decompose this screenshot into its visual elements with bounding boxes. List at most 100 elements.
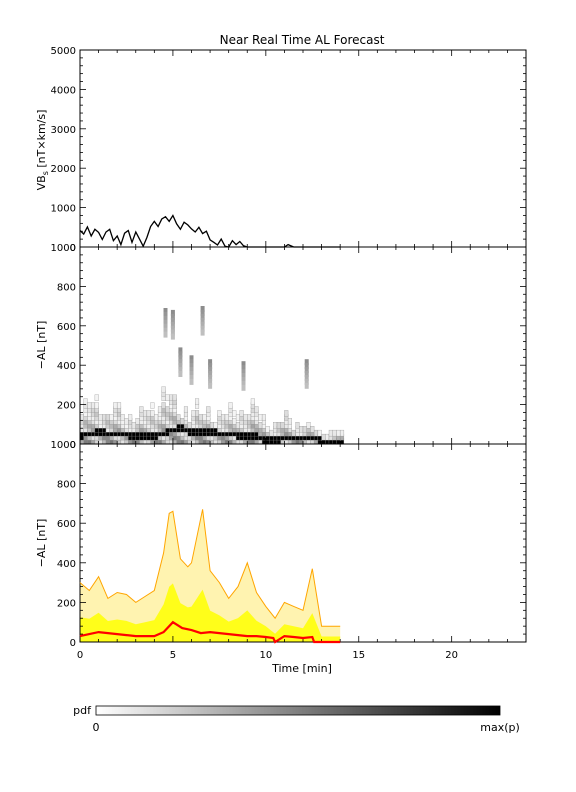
colorbar-max-label: max(p) — [480, 721, 520, 734]
pdf-cell — [83, 398, 88, 405]
pdf-cell — [150, 402, 155, 409]
pdf-spike-cell — [304, 375, 309, 381]
pdf-spike-cell — [200, 309, 205, 316]
y-tick-label: 4000 — [51, 85, 76, 96]
pdf-spike-cell — [189, 355, 194, 362]
pdf-spike-cell — [200, 321, 205, 328]
pdf-spike-cell — [170, 325, 175, 332]
pdf-spike-cell — [208, 363, 213, 370]
pdf-cell — [161, 402, 166, 409]
pdf-spike-cell — [178, 359, 183, 366]
pdf-cell — [94, 394, 99, 401]
panel-al-pdf-heatmap — [79, 306, 345, 445]
pdf-spike-cell — [304, 359, 309, 366]
pdf-spike-cell — [304, 363, 309, 370]
y-tick-label: 200 — [57, 401, 76, 412]
pdf-cell — [131, 422, 136, 429]
pdf-cell — [284, 410, 289, 417]
pdf-spike-cell — [241, 384, 246, 391]
y-tick-label: 1000 — [51, 204, 76, 215]
pdf-cell — [332, 429, 337, 437]
pdf-spike-cell — [304, 371, 309, 377]
y-tick-label: 5000 — [51, 46, 76, 57]
x-tick-label: 0 — [77, 650, 83, 661]
pdf-spike-cell — [178, 371, 183, 377]
pdf-cell — [105, 414, 110, 421]
panel-al-pdf: 0 200 400 600 800 1000 −AL [nT] — [35, 243, 527, 451]
pdf-cell — [317, 429, 322, 437]
y-tick-label: 800 — [57, 480, 76, 491]
pdf-spike-cell — [241, 373, 246, 379]
pdf-cell — [157, 406, 162, 413]
pdf-spike-cell — [163, 315, 168, 322]
pdf-cell — [135, 418, 140, 425]
pdf-cell — [239, 410, 244, 417]
x-tick-label: 5 — [170, 650, 176, 661]
pdf-spike-cell — [163, 331, 168, 338]
pdf-cell — [336, 429, 341, 437]
pdf-spike-cell — [208, 367, 213, 374]
pdf-cell — [169, 394, 174, 401]
pdf-cell — [313, 429, 318, 437]
pdf-cell — [232, 410, 237, 417]
pdf-cell — [209, 422, 214, 429]
pdf-cell — [183, 406, 188, 413]
pdf-spike-cell — [170, 309, 175, 316]
pdf-spike-cell — [163, 319, 168, 326]
pdf-cell — [191, 410, 196, 417]
y-tick-label: 0 — [70, 440, 76, 451]
pdf-spike-cell — [304, 382, 309, 389]
pdf-cell — [102, 414, 107, 421]
pdf-cell — [165, 406, 170, 413]
pdf-cell — [340, 429, 345, 437]
pdf-cell — [243, 414, 248, 421]
y-tick-label: 0 — [70, 243, 76, 254]
panel-vbs-series — [79, 214, 341, 248]
pdf-cell — [287, 418, 292, 425]
pdf-cell — [113, 402, 118, 409]
pdf-cell — [128, 414, 133, 421]
panel-vbs-ylabel-rest: [nT×km/s] — [35, 110, 48, 172]
pdf-cell — [146, 410, 151, 417]
pdf-spike-cell — [170, 321, 175, 328]
y-tick-label: 400 — [57, 361, 76, 372]
pdf-cell — [299, 426, 304, 433]
pdf-spike-cell — [163, 311, 168, 318]
colorbar-min-label: 0 — [93, 721, 100, 734]
y-tick-label: 800 — [57, 282, 76, 293]
pdf-spike-cell — [208, 378, 213, 385]
pdf-spike-cell — [178, 347, 183, 354]
pdf-cell — [195, 410, 200, 417]
pdf-cell — [280, 422, 285, 429]
pdf-spike-cell — [241, 365, 246, 372]
y-tick-label: 400 — [57, 559, 76, 570]
panel-al-forecast-series — [79, 509, 341, 644]
pdf-spike-cell — [178, 367, 183, 374]
pdf-cell — [150, 410, 155, 417]
chart-title: Near Real Time AL Forecast — [220, 33, 385, 47]
pdf-spike-cell — [241, 376, 246, 383]
x-tick-label: 15 — [352, 650, 365, 661]
pdf-spike-cell — [200, 317, 205, 324]
pdf-spike-cell — [241, 369, 246, 376]
pdf-spike-cell — [241, 380, 246, 387]
pdf-cell — [87, 402, 92, 409]
pdf-cell — [94, 402, 99, 409]
y-tick-label: 1000 — [51, 243, 76, 254]
pdf-cell — [217, 410, 222, 417]
pdf-cell — [206, 406, 211, 413]
pdf-cell — [221, 414, 226, 421]
pdf-cell — [202, 414, 207, 421]
upper-envelope-line — [79, 509, 341, 627]
pdf-cell — [261, 414, 266, 421]
pdf-cell — [228, 402, 233, 409]
pdf-cell — [306, 422, 311, 429]
panel-al-pdf-ticks: 0 200 400 600 800 1000 — [51, 243, 527, 451]
pdf-cell — [265, 426, 270, 433]
pdf-cell — [187, 422, 192, 429]
pdf-spike-cell — [170, 317, 175, 324]
pdf-spike-cell — [178, 355, 183, 362]
pdf-cell — [139, 406, 144, 413]
